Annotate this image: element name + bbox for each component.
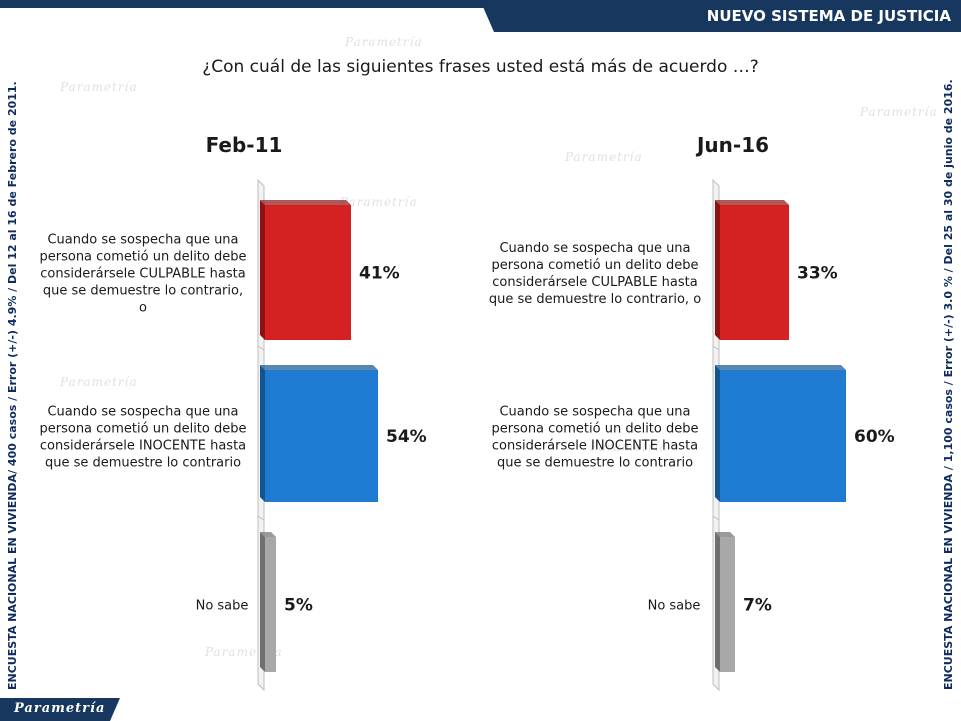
category-label: No sabe: [196, 599, 249, 614]
bar-side: [715, 532, 720, 672]
category-label: Cuando se sospecha que una persona cometi…: [492, 405, 699, 471]
value-label: 33%: [797, 264, 838, 284]
value-label: 5%: [284, 596, 313, 616]
category-label: No sabe: [648, 599, 701, 614]
value-label: 54%: [386, 427, 427, 447]
value-label: 41%: [359, 264, 400, 284]
axis-tick: [712, 515, 720, 521]
bar-side: [260, 200, 265, 340]
panel-title: Jun-16: [695, 133, 769, 157]
value-label: 60%: [854, 427, 895, 447]
panel-title: Feb-11: [206, 133, 283, 157]
chart-panel-0: Feb-11 41% Cuando se sospecha que una perso…: [40, 133, 427, 692]
axis-tick: [257, 345, 265, 351]
header-banner: NUEVO SISTEMA DE JUSTICIA: [480, 0, 961, 32]
bar-0: [720, 205, 789, 340]
header-title: NUEVO SISTEMA DE JUSTICIA: [706, 7, 951, 25]
top-bar: [0, 0, 961, 8]
logo-text: Parametría: [14, 701, 106, 716]
bar-2: [720, 537, 735, 672]
bar-1: [265, 370, 378, 502]
axis-tick: [257, 515, 265, 521]
bar-top: [260, 532, 276, 537]
bar-top: [715, 365, 846, 370]
category-label: Cuando se sospecha que una persona cometi…: [489, 241, 701, 307]
bar-top: [715, 200, 789, 205]
bar-side: [260, 365, 265, 502]
bar-1: [720, 370, 846, 502]
bar-side: [715, 365, 720, 502]
category-label: Cuando se sospecha que una persona cometi…: [40, 233, 247, 316]
bar-top: [715, 532, 735, 537]
chart-panel-1: Jun-16 33% Cuando se sospecha que una perso…: [489, 133, 895, 692]
bar-top: [260, 365, 378, 370]
bar-side: [260, 532, 265, 672]
bar-0: [265, 205, 351, 340]
parametria-logo: Parametría: [0, 698, 120, 721]
bar-2: [265, 537, 276, 672]
bar-top: [260, 200, 351, 205]
category-label: Cuando se sospecha que una persona cometi…: [40, 405, 247, 471]
survey-question: ¿Con cuál de las siguientes frases usted…: [202, 57, 759, 77]
axis-tick: [712, 345, 720, 351]
value-label: 7%: [743, 596, 772, 616]
bar-side: [715, 200, 720, 340]
